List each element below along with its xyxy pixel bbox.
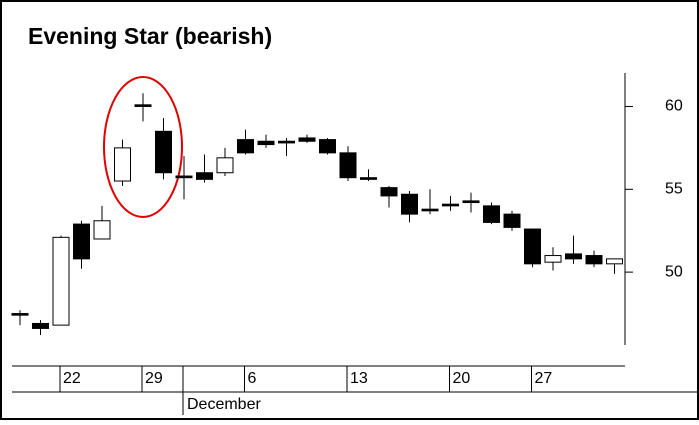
candle-body — [134, 104, 152, 107]
candle-body — [114, 147, 131, 182]
candle-body — [503, 213, 521, 228]
month-label: December — [187, 396, 261, 413]
candle-body — [380, 187, 398, 197]
candle-body — [175, 175, 193, 179]
candle-body — [93, 220, 111, 240]
candle-body — [11, 313, 29, 316]
candle-body — [155, 130, 172, 174]
candle-body — [360, 177, 377, 180]
x-tick-label: 13 — [350, 370, 368, 387]
candle-body — [421, 208, 439, 212]
x-tick-label: 27 — [535, 370, 553, 387]
candle-body — [32, 322, 49, 329]
candle-body — [278, 140, 295, 144]
candle-body — [73, 223, 90, 260]
x-tick-label: 29 — [145, 370, 163, 387]
candle-body — [298, 137, 316, 142]
highlight-ellipse — [103, 76, 183, 218]
candle-body — [216, 157, 234, 174]
x-tick-label: 6 — [248, 370, 257, 387]
chart-title: Evening Star (bearish) — [28, 23, 272, 49]
candle-body — [544, 255, 562, 263]
candle-body — [52, 236, 70, 326]
candle-body — [237, 139, 254, 154]
candle-body — [483, 205, 500, 223]
candle-body — [462, 200, 480, 204]
candle-body — [257, 140, 275, 146]
candle-body — [524, 228, 541, 265]
y-tick-label: 55 — [665, 181, 683, 198]
x-tick-label: 22 — [63, 370, 81, 387]
candle-body — [442, 203, 459, 207]
candle-body — [606, 258, 623, 265]
x-tick-label: 20 — [453, 370, 471, 387]
candle-body — [585, 255, 603, 265]
candle-body — [401, 193, 418, 215]
candle-body — [339, 152, 357, 179]
y-tick-label: 50 — [665, 263, 683, 280]
candle-body — [319, 139, 336, 154]
candle-body — [565, 253, 582, 260]
y-tick-label: 60 — [665, 98, 683, 115]
candle-body — [196, 172, 213, 180]
